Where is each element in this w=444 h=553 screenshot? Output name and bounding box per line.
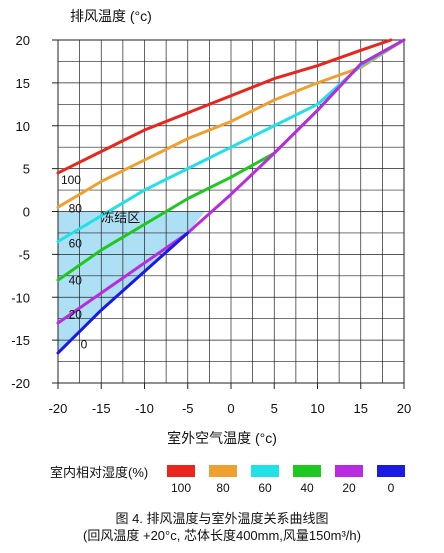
legend-item: 20 xyxy=(331,462,367,495)
legend-swatch xyxy=(209,465,237,477)
x-tick-label: -15 xyxy=(92,401,111,416)
legend-label: 100 xyxy=(170,481,192,495)
legend: 室内相对湿度(%) 100 80 60 40 20 0 xyxy=(0,462,444,502)
x-tick-label: 20 xyxy=(397,401,411,416)
x-tick-label: 10 xyxy=(310,401,324,416)
caption-line-2: (回风温度 +20°c, 芯体长度400mm,风量150m³/h) xyxy=(83,528,361,543)
y-tick-label: 15 xyxy=(16,76,30,91)
x-tick-label: -10 xyxy=(135,401,154,416)
legend-item: 100 xyxy=(163,462,199,495)
caption-line-1: 图 4. 排风温度与室外温度关系曲线图 xyxy=(115,511,329,526)
legend-item: 80 xyxy=(205,462,241,495)
x-tick-label: 15 xyxy=(354,401,368,416)
curve-label: 80 xyxy=(69,201,83,215)
legend-label: 0 xyxy=(387,481,395,495)
legend-label: 60 xyxy=(258,481,272,495)
chart-plot: -20 -15 -10 -5 0 5 10 15 20 -20 -15 -10 -5 0 5 10 15 20 10… xyxy=(11,33,411,416)
series-line-100 xyxy=(56,38,393,175)
legend-item: 0 xyxy=(373,462,409,495)
legend-swatch xyxy=(251,465,279,477)
series-line-80 xyxy=(56,38,406,209)
curve-label: 100 xyxy=(61,173,81,187)
legend-title: 室内相对湿度(%) xyxy=(50,465,149,480)
curve-label: 0 xyxy=(81,338,88,352)
y-tick-label: 5 xyxy=(23,162,30,177)
y-tick-label: 0 xyxy=(23,205,30,220)
y-tick-label: 20 xyxy=(16,33,30,48)
freeze-zone-label: 冻结区 xyxy=(101,210,140,226)
legend-item: 60 xyxy=(247,462,283,495)
y-tick-label: -5 xyxy=(18,247,30,262)
legend-label: 80 xyxy=(216,481,230,495)
y-tick-label: -20 xyxy=(11,376,30,391)
y-tick-label: 10 xyxy=(16,119,30,134)
legend-item: 40 xyxy=(289,462,325,495)
legend-swatch xyxy=(335,465,363,477)
curve-label: 60 xyxy=(69,237,83,251)
x-axis-title: 室外空气温度 (°c) xyxy=(167,430,277,446)
legend-swatch xyxy=(377,465,405,477)
figure-caption: 图 4. 排风温度与室外温度关系曲线图 (回风温度 +20°c, 芯体长度400… xyxy=(0,510,444,544)
series-line-0 xyxy=(56,231,190,355)
x-tick-label: 5 xyxy=(271,401,278,416)
series-line-20 xyxy=(56,38,406,325)
x-tick-label: 0 xyxy=(227,401,234,416)
curve-label: 20 xyxy=(69,308,83,322)
legend-label: 20 xyxy=(342,481,356,495)
x-tick-label: -5 xyxy=(182,401,194,416)
legend-label: 40 xyxy=(300,481,314,495)
curve-label: 40 xyxy=(69,273,83,287)
x-tick-label: -20 xyxy=(49,401,68,416)
plot-frame xyxy=(57,39,405,384)
legend-swatch xyxy=(293,465,321,477)
y-axis-title: 排风温度 (°c) xyxy=(70,8,152,24)
legend-swatch xyxy=(167,465,195,477)
y-tick-label: -15 xyxy=(11,333,30,348)
y-tick-label: -10 xyxy=(11,290,30,305)
